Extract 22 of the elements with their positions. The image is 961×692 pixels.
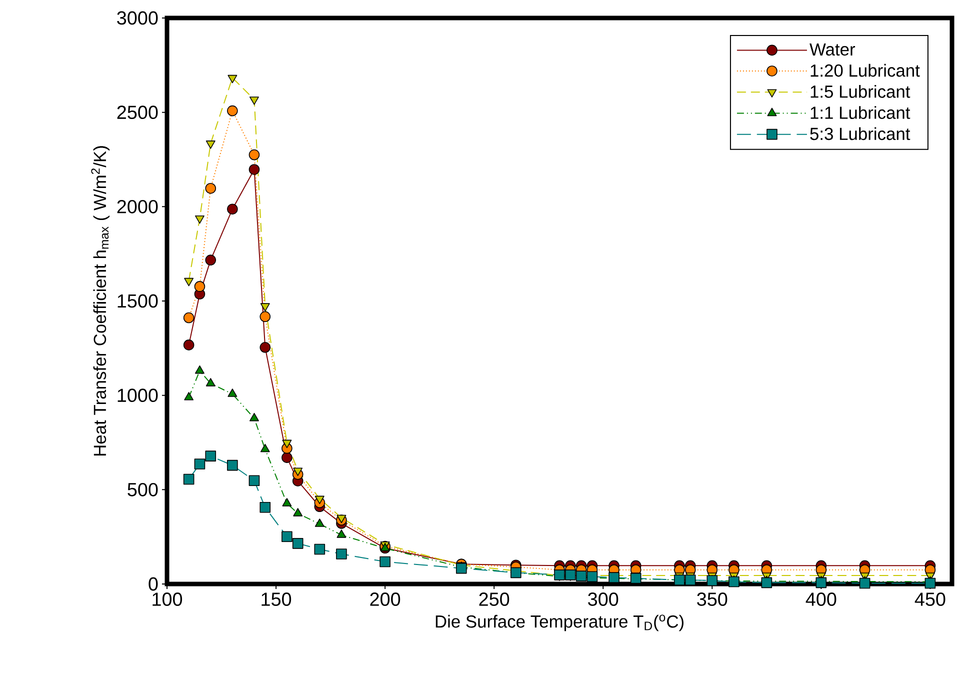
x-tick-label: 450 bbox=[914, 592, 946, 606]
y-tick-label: 1000 bbox=[118, 388, 158, 402]
legend-label: 1:5 Lubricant bbox=[810, 85, 910, 98]
x-tick-label: 300 bbox=[588, 592, 618, 606]
x-tick-label: 350 bbox=[697, 592, 728, 606]
y-tick-label: 0 bbox=[148, 577, 158, 591]
x-tick-label: 200 bbox=[370, 592, 400, 606]
legend-label: 1:1 Lubricant bbox=[810, 106, 910, 119]
x-tick-label: 100 bbox=[152, 592, 182, 606]
legend-label: Water bbox=[810, 43, 856, 56]
y-axis-title: Heat Transfer Coefficient h$_{max}$ ( W/m$^{2}$/K) bbox=[91, 146, 110, 456]
y-tick-label: 1500 bbox=[118, 294, 158, 308]
x-axis-title: Die Surface Temperature T$_{D}$($^{o}$C) bbox=[436, 614, 684, 632]
y-tick-label: 2500 bbox=[117, 106, 158, 120]
x-tick-label: 150 bbox=[262, 592, 292, 606]
y-tick-label: 3000 bbox=[117, 11, 158, 25]
legend-label: 5:3 Lubricant bbox=[810, 127, 910, 140]
y-tick-label: 2000 bbox=[117, 200, 158, 214]
x-tick-label: 400 bbox=[806, 592, 836, 606]
y-tick-label: 500 bbox=[128, 482, 158, 496]
legend-label: 1:20 Lubricant bbox=[810, 64, 920, 77]
x-tick-label: 250 bbox=[479, 592, 510, 606]
